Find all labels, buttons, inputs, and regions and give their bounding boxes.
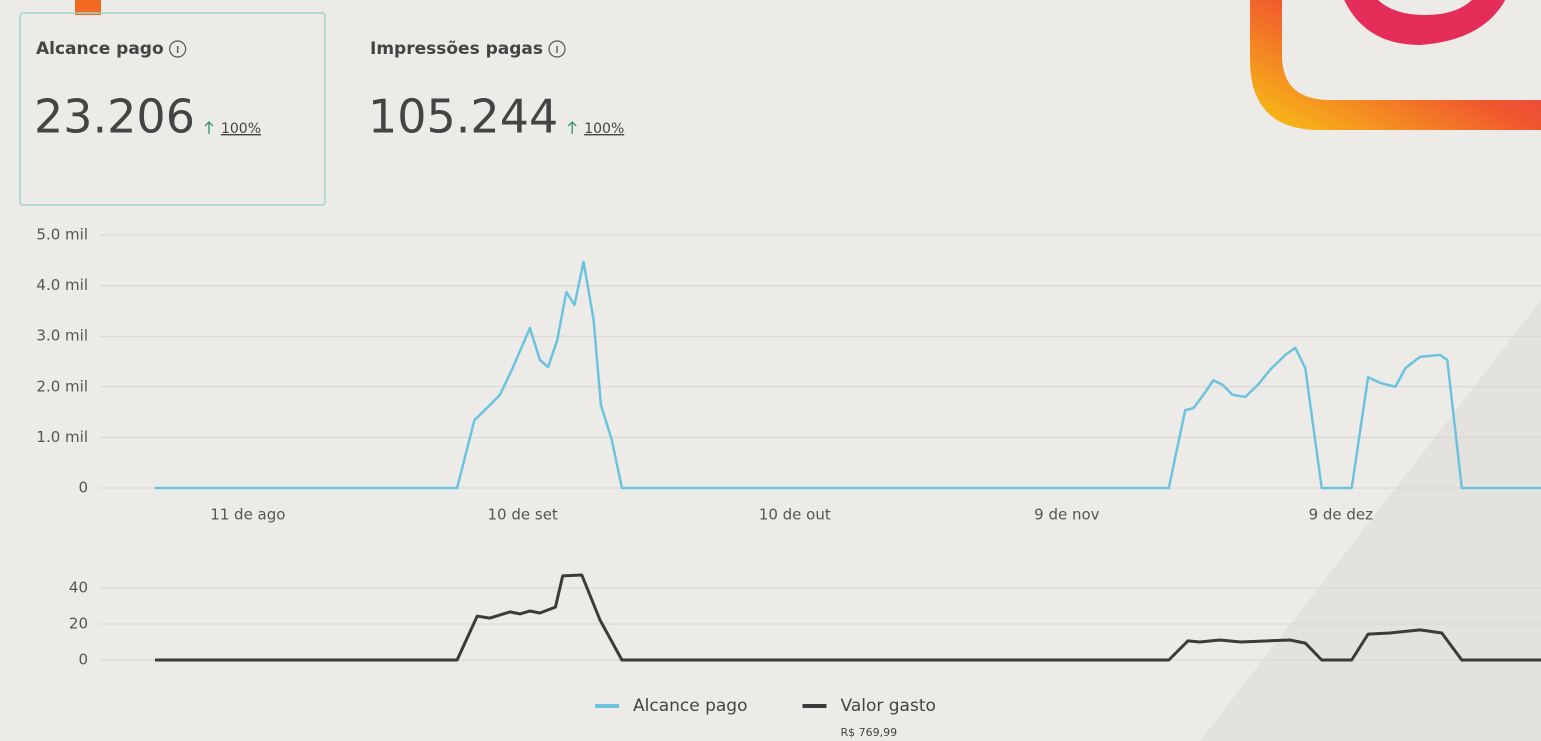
x-tick-label: 11 de ago: [210, 506, 285, 524]
y-tick-label: 5.0 mil: [36, 226, 88, 244]
y-tick-label: 4.0 mil: [36, 276, 88, 294]
card-value: 23.206: [34, 90, 195, 144]
card-change: 100%: [584, 121, 624, 137]
x-tick-label: 9 de dez: [1309, 506, 1374, 524]
y-tick-label: 40: [69, 579, 88, 597]
cards: Alcance pago 23.206 100% Impressões pagas 10…: [34, 39, 624, 144]
y-tick-label: 1.0 mil: [36, 428, 88, 446]
card-label: Alcance pago: [36, 39, 164, 59]
legend: Alcance pago Valor gasto R$ 769,99: [595, 696, 936, 739]
logo-frame: [1250, 0, 1541, 130]
info-icon: [548, 40, 566, 58]
card-label: Impressões pagas: [370, 39, 543, 59]
legend-label: Valor gasto: [841, 696, 936, 716]
card-selected[interactable]: [19, 12, 326, 206]
info-icon: [169, 40, 187, 58]
data-line: [155, 260, 1541, 490]
x-tick-label: 10 de out: [759, 506, 831, 524]
logo-lens: [1344, 0, 1506, 45]
y-tick-label: 20: [69, 615, 88, 633]
y-tick-label: 3.0 mil: [36, 327, 88, 345]
x-tick-label: 10 de set: [488, 506, 558, 524]
y-tick-label: 2.0 mil: [36, 377, 88, 395]
legend-total: R$ 769,99: [841, 726, 898, 739]
corner-mark: [75, 0, 101, 15]
card-value: 105.244: [368, 90, 558, 144]
data-line: [155, 573, 1541, 662]
decor: [1200, 300, 1541, 741]
card-change: 100%: [221, 121, 261, 137]
legend-label: Alcance pago: [633, 696, 748, 716]
up-arrow: [567, 121, 577, 134]
up-arrow: [204, 121, 214, 134]
y-tick-label: 0: [78, 651, 88, 669]
y-tick-label: 0: [78, 479, 88, 497]
x-tick-label: 9 de nov: [1034, 506, 1100, 524]
